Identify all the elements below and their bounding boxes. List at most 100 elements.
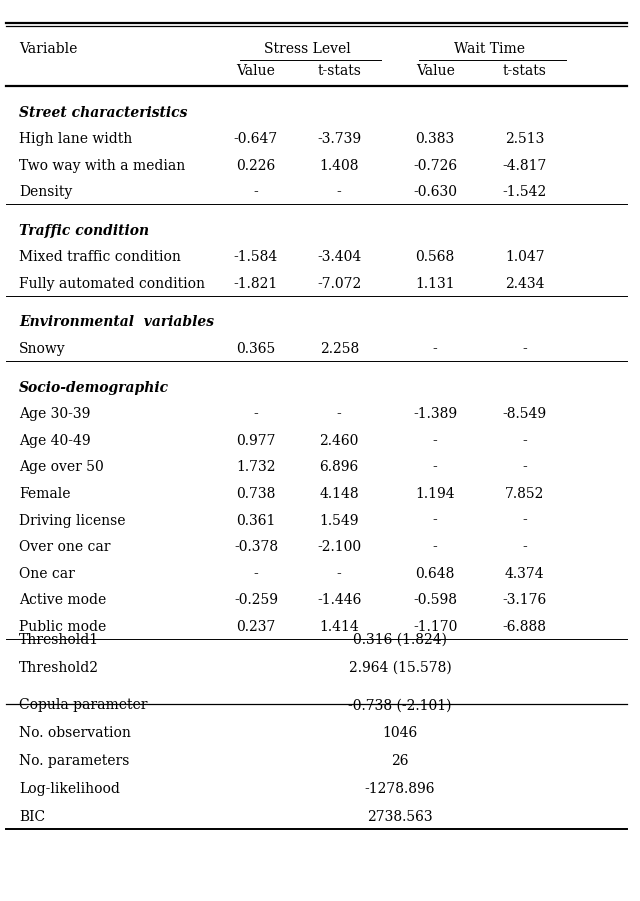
- Text: -: -: [433, 460, 438, 474]
- Text: -: -: [253, 567, 259, 580]
- Text: -: -: [433, 433, 438, 448]
- Text: -1.821: -1.821: [234, 277, 278, 291]
- Text: 4.148: 4.148: [319, 487, 359, 501]
- Text: 1.194: 1.194: [415, 487, 455, 501]
- Text: Stress Level: Stress Level: [264, 41, 351, 56]
- Text: -8.549: -8.549: [503, 407, 547, 421]
- Text: -1278.896: -1278.896: [365, 782, 435, 796]
- Text: -3.739: -3.739: [317, 132, 361, 146]
- Text: -: -: [522, 433, 527, 448]
- Text: Over one car: Over one car: [19, 540, 111, 554]
- Text: -3.176: -3.176: [502, 593, 547, 607]
- Text: 0.316 (1.824): 0.316 (1.824): [353, 633, 447, 647]
- Text: -0.630: -0.630: [413, 186, 457, 199]
- Text: -0.738 (-2.101): -0.738 (-2.101): [348, 698, 452, 712]
- Text: 7.852: 7.852: [505, 487, 545, 501]
- Text: Wait Time: Wait Time: [454, 41, 525, 56]
- Text: 0.226: 0.226: [236, 159, 276, 173]
- Text: 2738.563: 2738.563: [367, 810, 433, 824]
- Text: Snowy: Snowy: [19, 342, 66, 356]
- Text: Environmental  variables: Environmental variables: [19, 315, 214, 330]
- Text: -0.598: -0.598: [413, 593, 457, 607]
- Text: 0.365: 0.365: [236, 342, 276, 356]
- Text: -: -: [337, 407, 342, 421]
- Text: 26: 26: [391, 754, 409, 768]
- Text: No. observation: No. observation: [19, 726, 131, 740]
- Text: 0.648: 0.648: [415, 567, 455, 580]
- Text: 0.383: 0.383: [415, 132, 455, 146]
- Text: -: -: [253, 186, 259, 199]
- Text: Variable: Variable: [19, 41, 77, 56]
- Text: Driving license: Driving license: [19, 514, 125, 527]
- Text: -: -: [337, 186, 342, 199]
- Text: 1046: 1046: [382, 726, 418, 740]
- Text: Street characteristics: Street characteristics: [19, 105, 188, 120]
- Text: -: -: [522, 540, 527, 554]
- Text: 2.460: 2.460: [319, 433, 359, 448]
- Text: -: -: [522, 460, 527, 474]
- Text: -0.378: -0.378: [234, 540, 278, 554]
- Text: -: -: [433, 342, 438, 356]
- Text: 0.977: 0.977: [236, 433, 276, 448]
- Text: Log-likelihood: Log-likelihood: [19, 782, 120, 796]
- Text: 0.361: 0.361: [236, 514, 276, 527]
- Text: -1.542: -1.542: [502, 186, 547, 199]
- Text: 0.237: 0.237: [236, 620, 276, 633]
- Text: Age 40-49: Age 40-49: [19, 433, 91, 448]
- Text: 1.414: 1.414: [319, 620, 359, 633]
- Text: 1.131: 1.131: [415, 277, 455, 291]
- Text: 6.896: 6.896: [319, 460, 359, 474]
- Text: 0.568: 0.568: [415, 250, 455, 264]
- Text: -3.404: -3.404: [317, 250, 362, 264]
- Text: Age over 50: Age over 50: [19, 460, 104, 474]
- Text: -0.726: -0.726: [413, 159, 457, 173]
- Text: 0.738: 0.738: [236, 487, 276, 501]
- Text: BIC: BIC: [19, 810, 45, 824]
- Text: Density: Density: [19, 186, 72, 199]
- Text: -0.259: -0.259: [234, 593, 278, 607]
- Text: Female: Female: [19, 487, 70, 501]
- Text: 2.964 (15.578): 2.964 (15.578): [349, 661, 451, 675]
- Text: Value: Value: [416, 64, 454, 78]
- Text: 2.258: 2.258: [319, 342, 359, 356]
- Text: t-stats: t-stats: [503, 64, 547, 78]
- Text: -4.817: -4.817: [502, 159, 547, 173]
- Text: Threshold2: Threshold2: [19, 661, 99, 675]
- Text: -: -: [433, 540, 438, 554]
- Text: Age 30-39: Age 30-39: [19, 407, 91, 421]
- Text: Traffic condition: Traffic condition: [19, 223, 149, 238]
- Text: Value: Value: [237, 64, 275, 78]
- Text: -: -: [433, 514, 438, 527]
- Text: -: -: [522, 342, 527, 356]
- Text: Active mode: Active mode: [19, 593, 106, 607]
- Text: -1.446: -1.446: [317, 593, 362, 607]
- Text: 1.408: 1.408: [319, 159, 359, 173]
- Text: Two way with a median: Two way with a median: [19, 159, 186, 173]
- Text: Fully automated condition: Fully automated condition: [19, 277, 205, 291]
- Text: -2.100: -2.100: [317, 540, 361, 554]
- Text: -: -: [522, 514, 527, 527]
- Text: Threshold1: Threshold1: [19, 633, 99, 647]
- Text: -7.072: -7.072: [317, 277, 362, 291]
- Text: -6.888: -6.888: [503, 620, 547, 633]
- Text: Socio-demographic: Socio-demographic: [19, 380, 170, 395]
- Text: 2.434: 2.434: [505, 277, 545, 291]
- Text: One car: One car: [19, 567, 75, 580]
- Text: Mixed traffic condition: Mixed traffic condition: [19, 250, 181, 264]
- Text: High lane width: High lane width: [19, 132, 132, 146]
- Text: -1.584: -1.584: [234, 250, 278, 264]
- Text: -: -: [253, 407, 259, 421]
- Text: No. parameters: No. parameters: [19, 754, 129, 768]
- Text: -1.389: -1.389: [413, 407, 457, 421]
- Text: Copula parameter: Copula parameter: [19, 698, 148, 712]
- Text: Public mode: Public mode: [19, 620, 106, 633]
- Text: t-stats: t-stats: [317, 64, 361, 78]
- Text: 1.549: 1.549: [319, 514, 359, 527]
- Text: 2.513: 2.513: [505, 132, 545, 146]
- Text: 4.374: 4.374: [505, 567, 545, 580]
- Text: -1.170: -1.170: [413, 620, 458, 633]
- Text: 1.732: 1.732: [236, 460, 276, 474]
- Text: -0.647: -0.647: [234, 132, 278, 146]
- Text: -: -: [337, 567, 342, 580]
- Text: 1.047: 1.047: [505, 250, 545, 264]
